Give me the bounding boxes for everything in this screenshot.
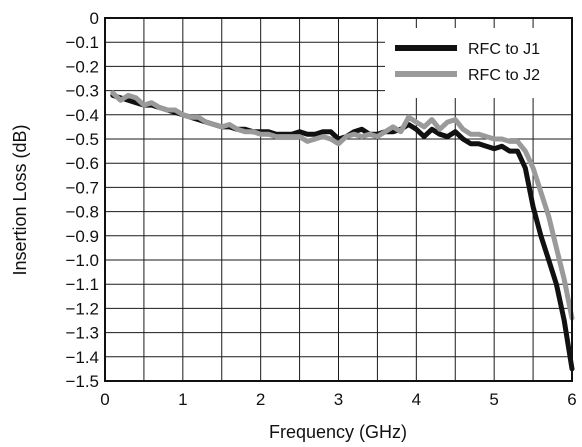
series-line-1: [110, 92, 575, 372]
legend-background: [385, 28, 571, 98]
legend-label-2: RFC to J2: [468, 67, 540, 84]
y-tick-label: −0.3: [65, 82, 99, 101]
y-tick-label: −0.5: [65, 130, 99, 149]
y-tick-label: −0.2: [65, 57, 99, 76]
y-tick-label: −0.6: [65, 154, 99, 173]
y-tick-label: −0.4: [65, 106, 99, 125]
x-axis-tick-labels: 0 1 2 3 4 5 6: [100, 390, 576, 409]
y-tick-label: −1.4: [65, 348, 99, 367]
y-axis-tick-labels: 0 −0.1 −0.2 −0.3 −0.4 −0.5 −0.6 −0.7 −0.8 −0.9 −1.…: [65, 9, 99, 391]
x-tick-label: 0: [100, 390, 109, 409]
y-tick-label: −0.1: [65, 33, 99, 52]
x-axis-label: Frequency (GHz): [269, 422, 407, 442]
legend-label-1: RFC to J1: [468, 41, 540, 58]
y-tick-label: −0.7: [65, 178, 99, 197]
x-tick-label: 3: [334, 390, 343, 409]
y-tick-label: −1.2: [65, 299, 99, 318]
x-tick-label: 5: [489, 390, 498, 409]
x-tick-label: 4: [412, 390, 421, 409]
y-tick-label: 0: [90, 9, 99, 28]
y-tick-label: −1.5: [65, 372, 99, 391]
y-tick-label: −0.8: [65, 203, 99, 222]
y-tick-label: −1.3: [65, 324, 99, 343]
legend: RFC to J1 RFC to J2: [395, 41, 540, 84]
x-tick-label: 6: [567, 390, 576, 409]
x-tick-label: 2: [256, 390, 265, 409]
y-axis-label: Insertion Loss (dB): [10, 124, 30, 275]
y-tick-label: −1.1: [65, 275, 99, 294]
plot-frame: [104, 17, 573, 382]
x-tick-label: 1: [178, 390, 187, 409]
y-tick-label: −0.9: [65, 227, 99, 246]
series-lines: [110, 90, 575, 372]
series-line-2: [110, 90, 575, 321]
y-tick-label: −1.0: [65, 251, 99, 270]
